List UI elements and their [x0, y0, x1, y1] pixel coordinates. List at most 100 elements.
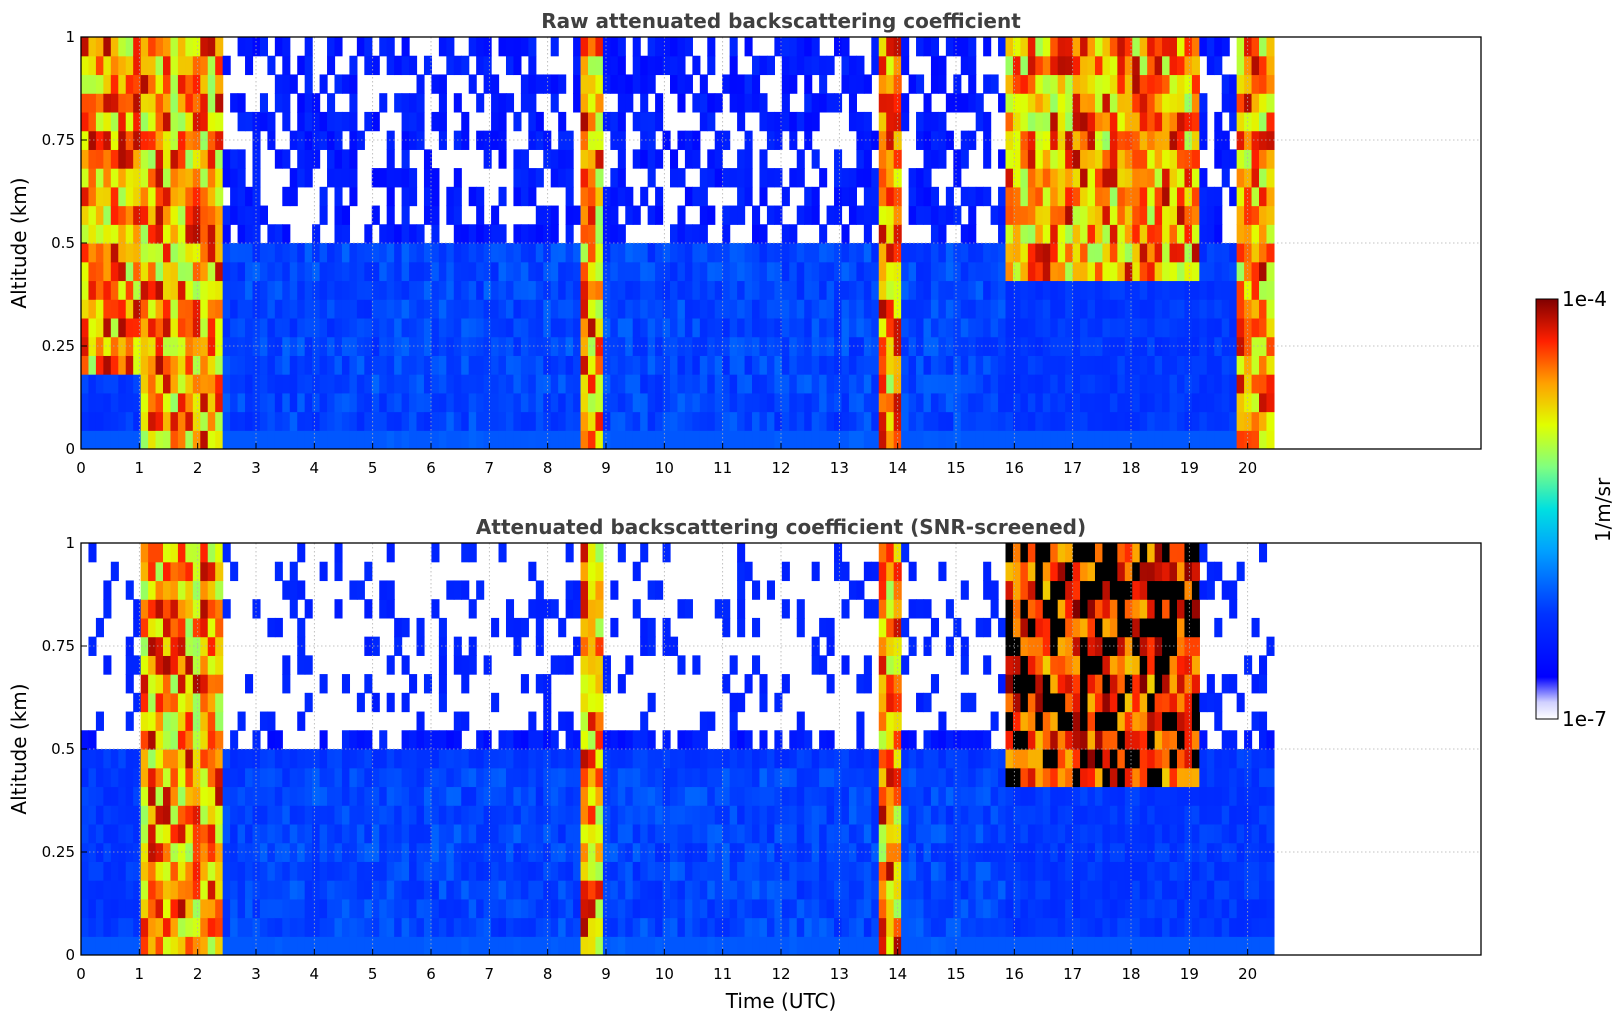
- heatmap-cell: [1214, 355, 1223, 375]
- heatmap-cell: [125, 655, 134, 675]
- heatmap-cell: [431, 168, 440, 188]
- heatmap-cell: [737, 749, 746, 769]
- heatmap-cell: [133, 317, 142, 338]
- heatmap-cell: [88, 261, 97, 282]
- heatmap-cell: [856, 730, 865, 750]
- heatmap-cell: [1102, 111, 1111, 132]
- heatmap-cell: [1154, 243, 1163, 263]
- heatmap-cell: [356, 842, 365, 862]
- heatmap-cell: [625, 655, 634, 675]
- heatmap-cell: [88, 299, 97, 319]
- heatmap-cell: [1132, 336, 1141, 356]
- heatmap-cell: [610, 805, 619, 825]
- heatmap-cell: [640, 149, 649, 169]
- heatmap-cell: [319, 374, 328, 394]
- heatmap-cell: [580, 111, 589, 132]
- heatmap-cell: [274, 617, 283, 638]
- heatmap-cell: [752, 580, 761, 600]
- heatmap-cell: [781, 674, 790, 694]
- heatmap-cell: [1259, 374, 1268, 394]
- heatmap-cell: [423, 767, 433, 788]
- heatmap-cell: [1266, 74, 1275, 94]
- heatmap-cell: [446, 37, 455, 57]
- heatmap-cell: [409, 767, 418, 788]
- heatmap-cell: [252, 37, 261, 57]
- heatmap-cell: [744, 130, 753, 150]
- heatmap-cell: [587, 805, 597, 825]
- heatmap-cell: [528, 842, 537, 862]
- heatmap-cell: [632, 880, 641, 900]
- heatmap-cell: [1199, 243, 1208, 263]
- heatmap-cell: [766, 261, 775, 282]
- heatmap-cell: [1206, 430, 1215, 449]
- heatmap-cell: [185, 37, 194, 57]
- heatmap-cell: [699, 111, 708, 132]
- heatmap-cell: [379, 280, 388, 300]
- heatmap-cell: [483, 767, 492, 788]
- heatmap-cell: [215, 655, 224, 675]
- heatmap-cell: [871, 842, 880, 862]
- heatmap-cell: [968, 243, 977, 263]
- heatmap-cell: [714, 767, 723, 788]
- heatmap-cell: [617, 411, 626, 431]
- heatmap-cell: [1027, 111, 1036, 132]
- heatmap-cell: [327, 767, 336, 788]
- heatmap-cell: [505, 730, 515, 750]
- heatmap-cell: [1117, 55, 1126, 76]
- heatmap-cell: [200, 617, 209, 638]
- heatmap-cell: [811, 280, 820, 300]
- heatmap-cell: [319, 336, 328, 356]
- heatmap-cell: [1139, 392, 1148, 413]
- heatmap-cell: [662, 749, 671, 769]
- heatmap-cell: [916, 767, 925, 788]
- heatmap-cell: [386, 861, 395, 881]
- heatmap-cell: [677, 205, 686, 225]
- heatmap-cell: [409, 917, 418, 937]
- heatmap-cell: [1124, 374, 1133, 394]
- heatmap-cell: [617, 392, 626, 413]
- heatmap-cell: [192, 917, 201, 937]
- heatmap-cell: [423, 280, 433, 300]
- heatmap-cell: [789, 299, 798, 319]
- heatmap-cell: [535, 880, 544, 900]
- heatmap-cell: [297, 111, 306, 132]
- heatmap-cell: [282, 655, 291, 675]
- heatmap-cell: [655, 317, 664, 338]
- heatmap-cell: [990, 280, 999, 300]
- heatmap-cell: [483, 823, 492, 844]
- heatmap-cell: [1176, 93, 1186, 113]
- heatmap-cell: [670, 805, 679, 825]
- heatmap-cell: [222, 917, 231, 937]
- heatmap-cell: [1169, 74, 1178, 94]
- heatmap-cell: [595, 749, 604, 769]
- heatmap-cell: [975, 243, 984, 263]
- heatmap-cell: [535, 842, 544, 862]
- heatmap-cell: [774, 205, 783, 225]
- heatmap-cell: [983, 37, 992, 57]
- heatmap-cell: [580, 936, 589, 955]
- heatmap-cell: [461, 411, 470, 431]
- heatmap-cell: [595, 936, 604, 955]
- heatmap-cell: [274, 93, 283, 113]
- heatmap-cell: [692, 93, 701, 113]
- heatmap-cell: [804, 411, 813, 431]
- heatmap-cell: [282, 392, 291, 413]
- heatmap-cell: [327, 898, 336, 919]
- heatmap-cell: [789, 280, 798, 300]
- heatmap-cell: [192, 823, 201, 844]
- heatmap-cell: [938, 430, 947, 449]
- heatmap-cell: [998, 936, 1007, 955]
- heatmap-cell: [1259, 392, 1268, 413]
- x-tick-label: 2: [193, 459, 203, 477]
- heatmap-cell: [863, 186, 872, 207]
- heatmap-cell: [1035, 130, 1044, 150]
- heatmap-cell: [863, 205, 872, 225]
- heatmap-cell: [118, 224, 127, 244]
- heatmap-cell: [1117, 111, 1126, 132]
- heatmap-cell: [431, 336, 440, 356]
- heatmap-cell: [155, 749, 164, 769]
- heatmap-cell: [647, 730, 656, 750]
- heatmap-cell: [513, 299, 522, 319]
- heatmap-cell: [871, 243, 880, 263]
- heatmap-cell: [699, 299, 708, 319]
